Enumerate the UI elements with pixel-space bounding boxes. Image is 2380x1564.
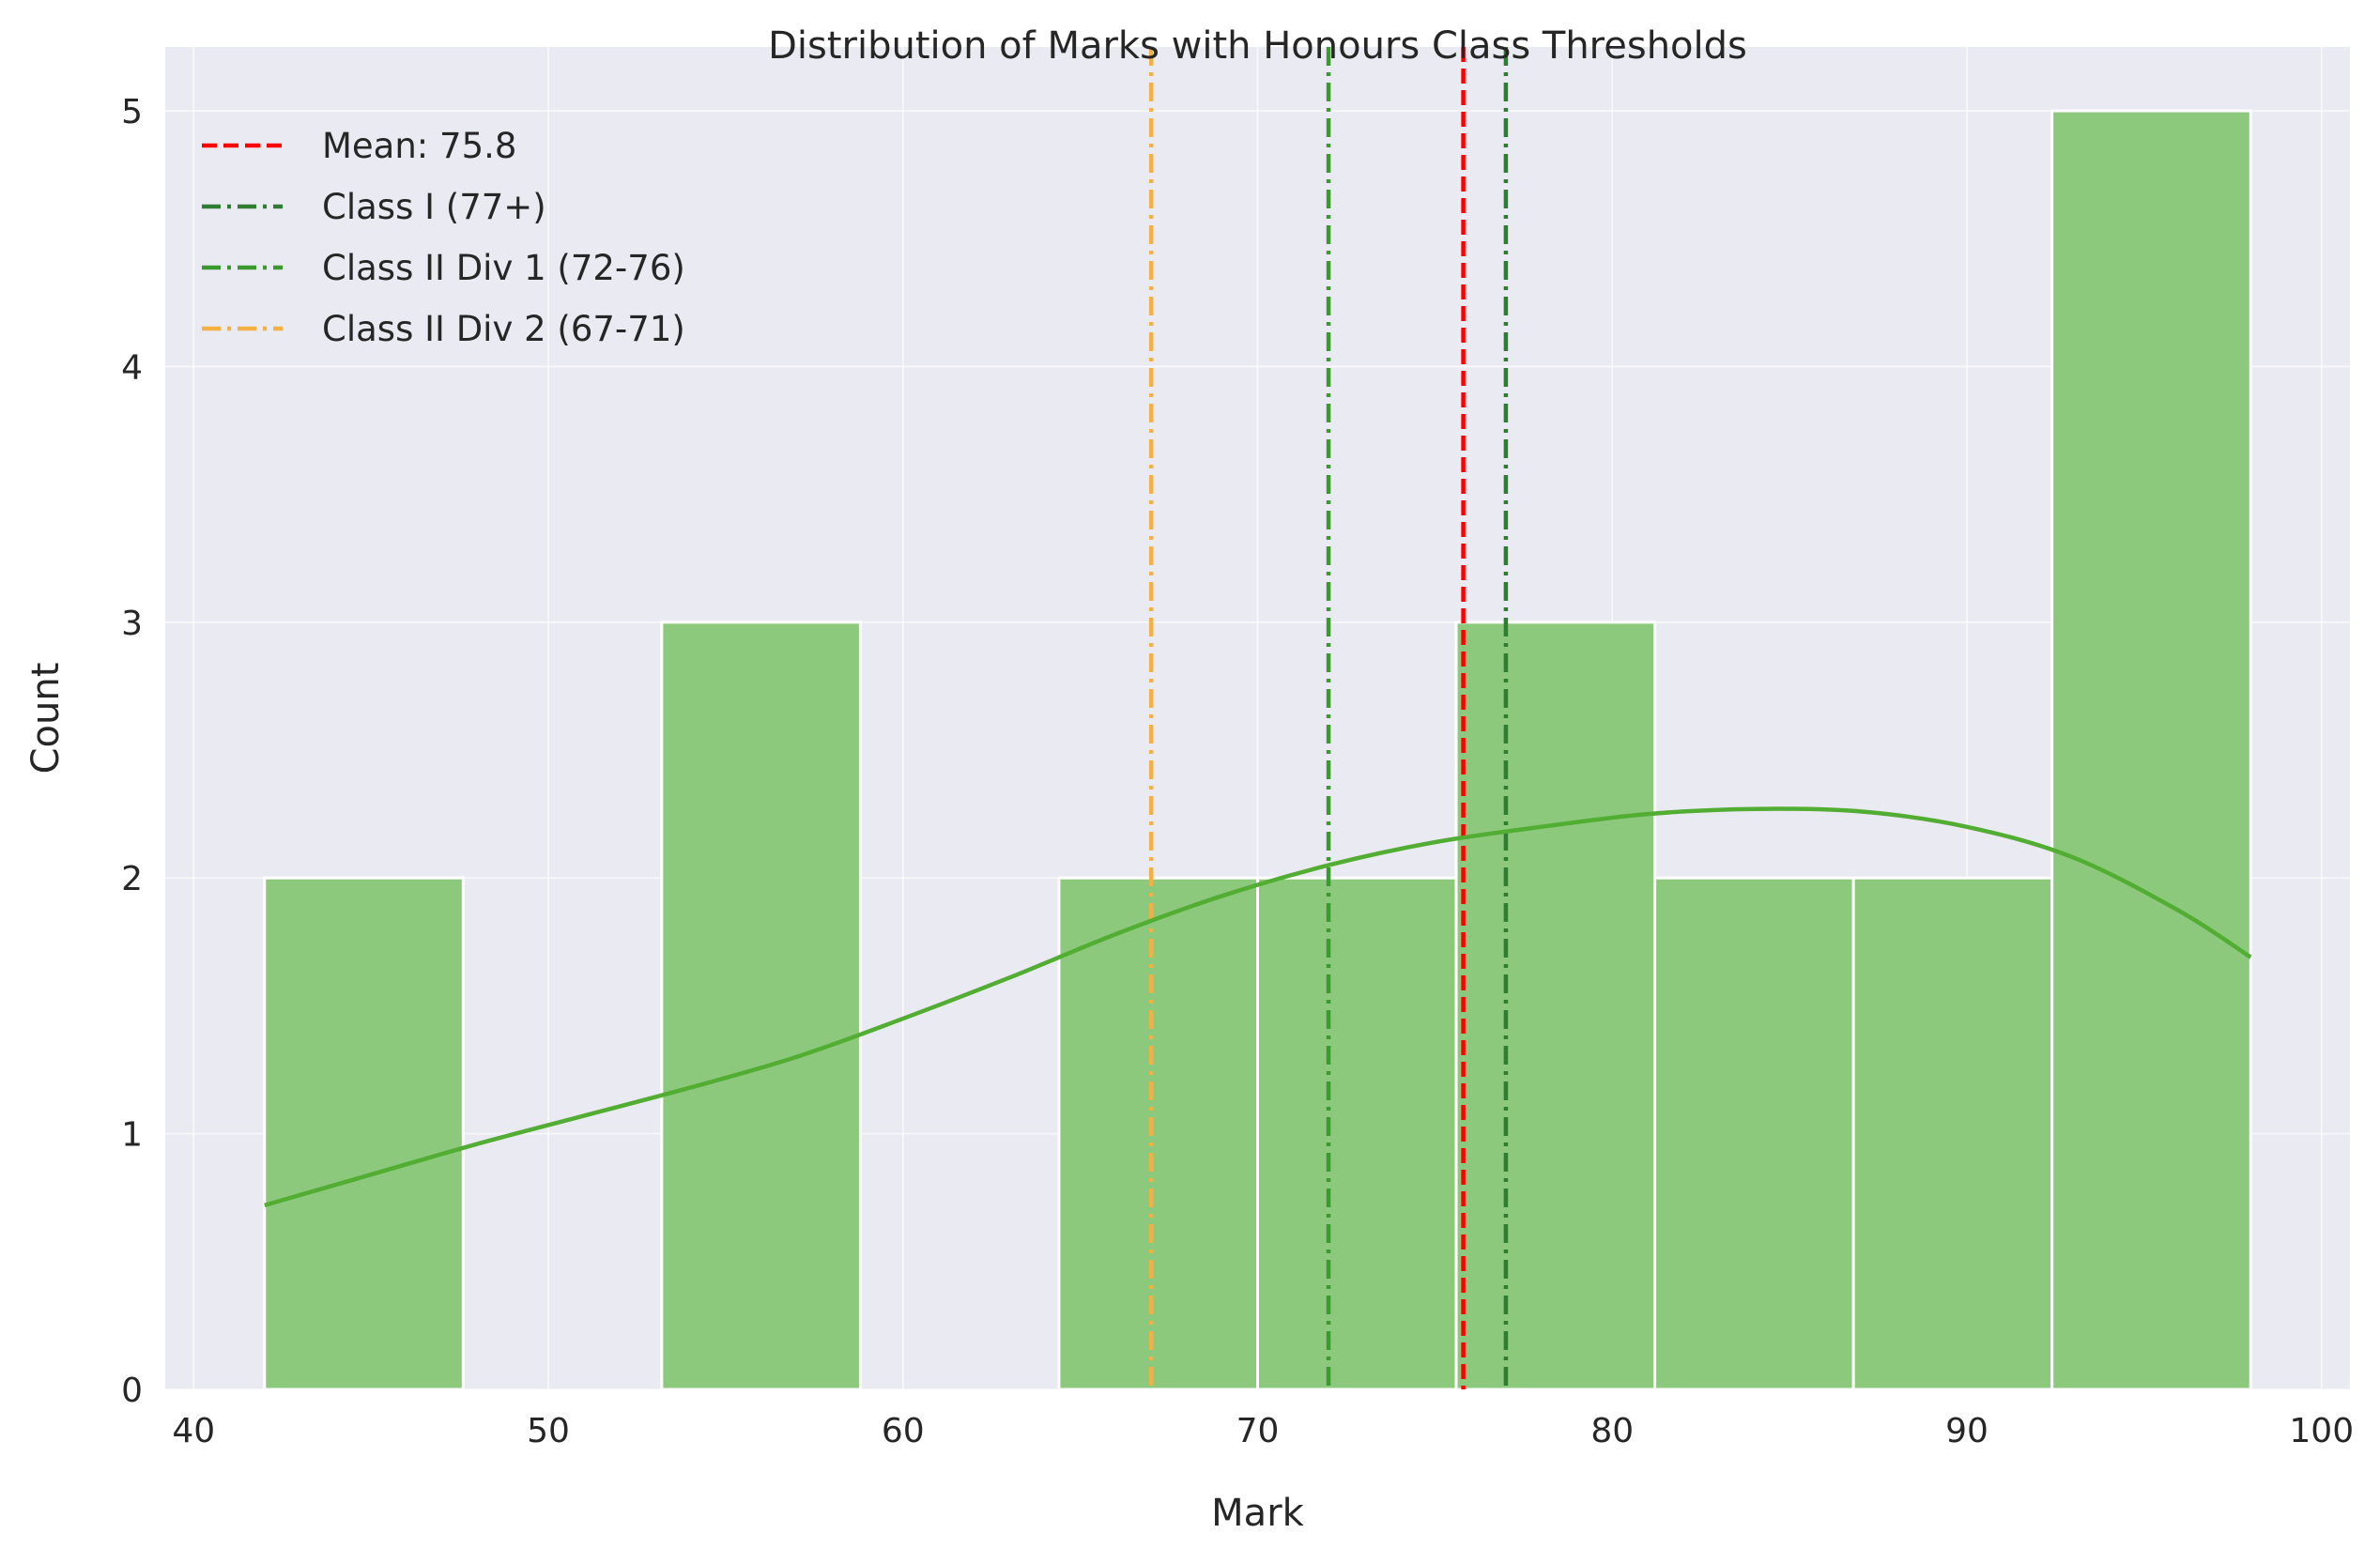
- x-tick-label: 70: [1236, 1412, 1280, 1450]
- y-tick-label: 0: [121, 1372, 143, 1410]
- x-tick-label: 40: [172, 1412, 215, 1450]
- legend-entry: Class I (77+): [322, 187, 546, 227]
- x-tick-label: 100: [2289, 1412, 2354, 1450]
- kde-curve-group: [264, 806, 2252, 1208]
- histogram-bar: [660, 621, 862, 1391]
- y-tick-label: 5: [121, 93, 143, 131]
- x-tick-label: 60: [882, 1412, 925, 1450]
- legend: Mean: 75.8 Class I (77+) Class II Div 1 (7…: [202, 126, 685, 349]
- y-tick-label: 4: [121, 348, 143, 387]
- x-tick-label: 90: [1945, 1412, 1988, 1450]
- histogram-bar: [2050, 109, 2252, 1391]
- chart-title: Distribution of Marks with Honours Class…: [768, 24, 1747, 68]
- histogram-bar: [1057, 876, 1260, 1391]
- y-tick-label: 2: [121, 860, 143, 898]
- threshold-lines: [1148, 47, 1509, 1389]
- y-tick-label: 1: [121, 1116, 143, 1155]
- histogram-bar: [1454, 621, 1657, 1391]
- histogram-bar: [1256, 876, 1458, 1391]
- kde-curve: [264, 806, 2252, 1208]
- x-axis-ticks: 40 50 60 70 80 90 100: [172, 1412, 2354, 1450]
- x-tick-label: 80: [1590, 1412, 1634, 1450]
- histogram-bar: [1851, 876, 2054, 1391]
- y-tick-label: 3: [121, 605, 143, 643]
- legend-entry: Class II Div 1 (72-76): [322, 248, 685, 288]
- legend-entry: Mean: 75.8: [322, 126, 516, 166]
- x-axis-label: Mark: [1211, 1492, 1304, 1535]
- histogram-bars: [263, 109, 2252, 1391]
- y-axis-ticks: 0 1 2 3 4 5: [121, 93, 143, 1410]
- histogram-bar: [1653, 876, 1855, 1391]
- legend-entry: Class II Div 2 (67-71): [322, 309, 685, 349]
- y-axis-label: Count: [24, 663, 68, 774]
- histogram-bar: [263, 876, 465, 1391]
- x-tick-label: 50: [527, 1412, 570, 1450]
